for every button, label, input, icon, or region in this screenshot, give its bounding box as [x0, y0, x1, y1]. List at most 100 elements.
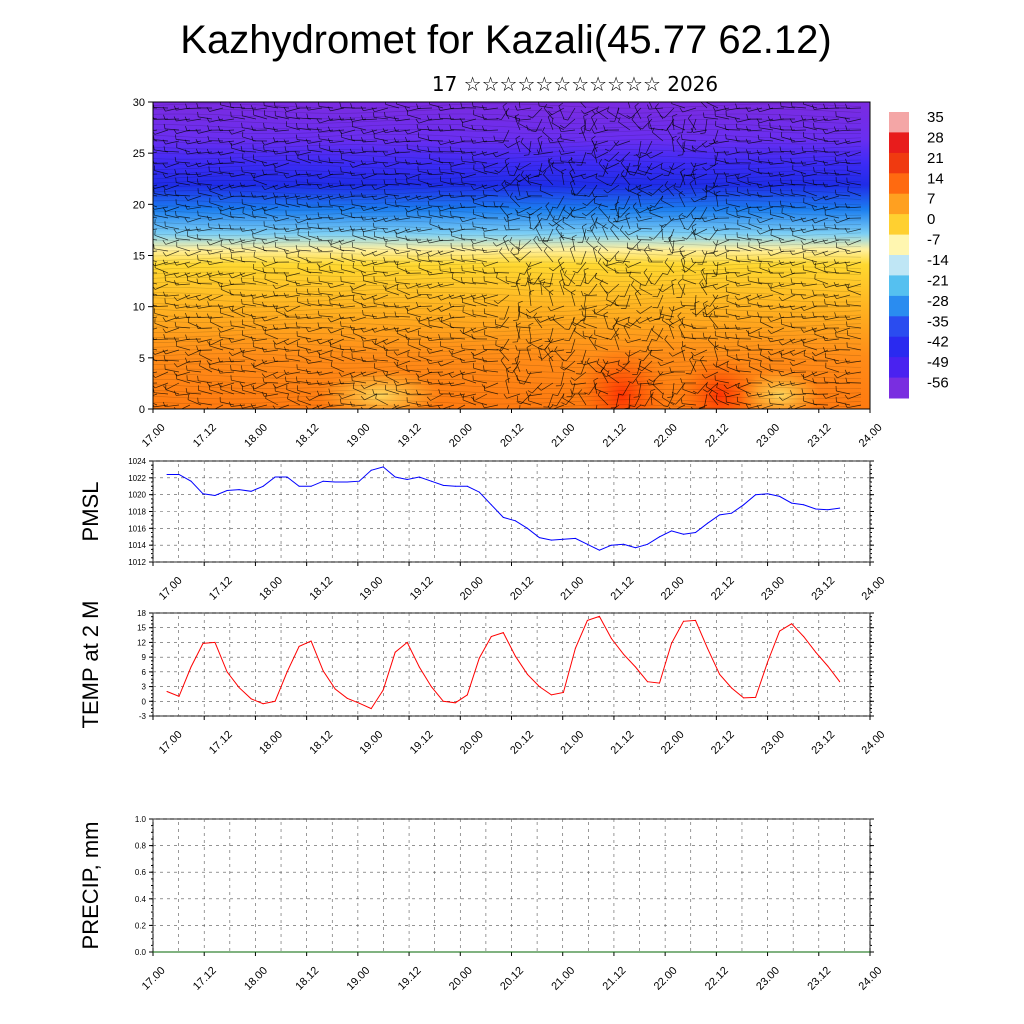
wind-barb: [726, 115, 741, 120]
wind-barb: [714, 315, 730, 318]
wind-barb: [231, 389, 246, 395]
wind-barb-flag: [790, 158, 793, 164]
wind-barb-flag: [415, 226, 419, 232]
wind-barb: [781, 382, 796, 387]
pmsl-data-point: [610, 544, 612, 546]
wind-barb-flag: [206, 381, 210, 387]
wind-barb: [473, 301, 488, 307]
wind-barb: [297, 399, 312, 406]
wind-barb-flag: [690, 174, 695, 180]
wind-barb: [596, 110, 609, 120]
wind-barb-flag: [680, 398, 683, 404]
wind-barb-flag: [316, 127, 320, 133]
wind-barb: [187, 181, 202, 186]
wind-barb: [220, 118, 235, 122]
wind-barb: [612, 404, 620, 409]
wind-barb-flag: [833, 328, 837, 333]
wind-barb: [176, 305, 191, 309]
wind-barb-flag: [438, 224, 441, 230]
wind-barb-flag: [597, 390, 601, 396]
wind-barb-flag: [582, 223, 587, 227]
wind-barb-flag: [217, 303, 221, 309]
wind-barb: [528, 140, 532, 155]
wind-barb-flag: [317, 310, 320, 316]
wind-barb-flag: [662, 405, 668, 407]
precip-x-tick-label: 24.00: [857, 965, 885, 993]
wind-barb: [253, 338, 268, 342]
wind-barb: [543, 250, 554, 263]
wind-barb: [664, 185, 675, 197]
wind-barb-flag: [382, 340, 387, 345]
wind-barb: [520, 239, 532, 250]
wind-barb-flag: [241, 243, 243, 249]
wind-barb: [198, 228, 213, 232]
wind-barb-flag: [713, 168, 716, 174]
wind-barb-flag: [537, 386, 542, 391]
wind-barb: [836, 151, 851, 157]
wind-barb-flag: [572, 317, 575, 323]
wind-barb: [557, 139, 565, 153]
pmsl-x-tick-label: 23.00: [759, 575, 787, 603]
wind-barb: [473, 195, 488, 201]
wind-barb-flag: [552, 394, 558, 396]
wind-barb-flag: [756, 192, 760, 198]
wind-barb: [715, 250, 730, 257]
wind-barb: [473, 169, 488, 175]
wind-barb: [661, 226, 664, 241]
wind-barb: [568, 327, 576, 341]
wind-barb: [715, 184, 730, 188]
wind-barb-flag: [272, 304, 276, 310]
wind-barb-flag: [417, 210, 419, 216]
wind-barb: [692, 327, 708, 329]
wind-barb: [451, 393, 466, 398]
wind-barb: [646, 327, 653, 342]
wind-barb: [565, 393, 576, 405]
wind-barb: [396, 204, 411, 208]
wind-barb-flag: [482, 114, 485, 120]
wind-barb: [682, 146, 697, 153]
wind-barb-flag: [704, 237, 710, 241]
wind-barb: [571, 237, 576, 252]
wind-barb-flag: [555, 224, 560, 229]
wind-barb: [725, 129, 741, 131]
wind-barb: [363, 371, 378, 377]
wind-barb-flag: [747, 188, 749, 194]
wind-barb-flag: [688, 114, 692, 119]
wind-barb: [253, 367, 268, 373]
wind-barb: [594, 129, 609, 134]
wind-barb: [209, 279, 224, 285]
wind-barb-flag: [811, 250, 815, 256]
wind-barb: [439, 161, 455, 164]
wind-barb: [318, 239, 334, 242]
temp-x-tick-label: 20.12: [508, 729, 536, 757]
heatmap-x-tick-label: 17.12: [191, 422, 219, 450]
wind-barb-flag: [648, 236, 654, 240]
wind-barb: [825, 214, 840, 219]
wind-barb-flag: [218, 125, 221, 131]
wind-barb-flag: [294, 193, 298, 199]
pmsl-data-point: [803, 504, 805, 506]
precip-data-point: [408, 951, 410, 953]
wind-barb-flag: [305, 405, 309, 409]
wind-barb: [308, 159, 323, 164]
heatmap-contour-lines: [153, 103, 862, 409]
wind-barb-flag: [650, 349, 652, 355]
wind-barb-flag: [757, 256, 760, 262]
wind-barb: [620, 206, 631, 218]
wind-barb: [528, 371, 543, 375]
wind-barb-flag: [756, 118, 760, 124]
wind-barb-flag: [283, 369, 287, 375]
wind-barb-flag: [206, 185, 211, 191]
wind-barb: [623, 326, 631, 340]
wind-barb: [253, 114, 268, 120]
wind-barb: [620, 360, 631, 372]
wind-barb: [374, 236, 389, 241]
wind-barb: [825, 271, 840, 274]
wind-barb: [747, 206, 763, 209]
wind-barb: [166, 382, 180, 390]
wind-barb-flag: [603, 311, 609, 315]
wind-barb-flag: [833, 294, 837, 299]
wind-barb-flag: [723, 384, 728, 389]
wind-barb-flag: [415, 194, 419, 200]
wind-barb: [683, 265, 697, 274]
